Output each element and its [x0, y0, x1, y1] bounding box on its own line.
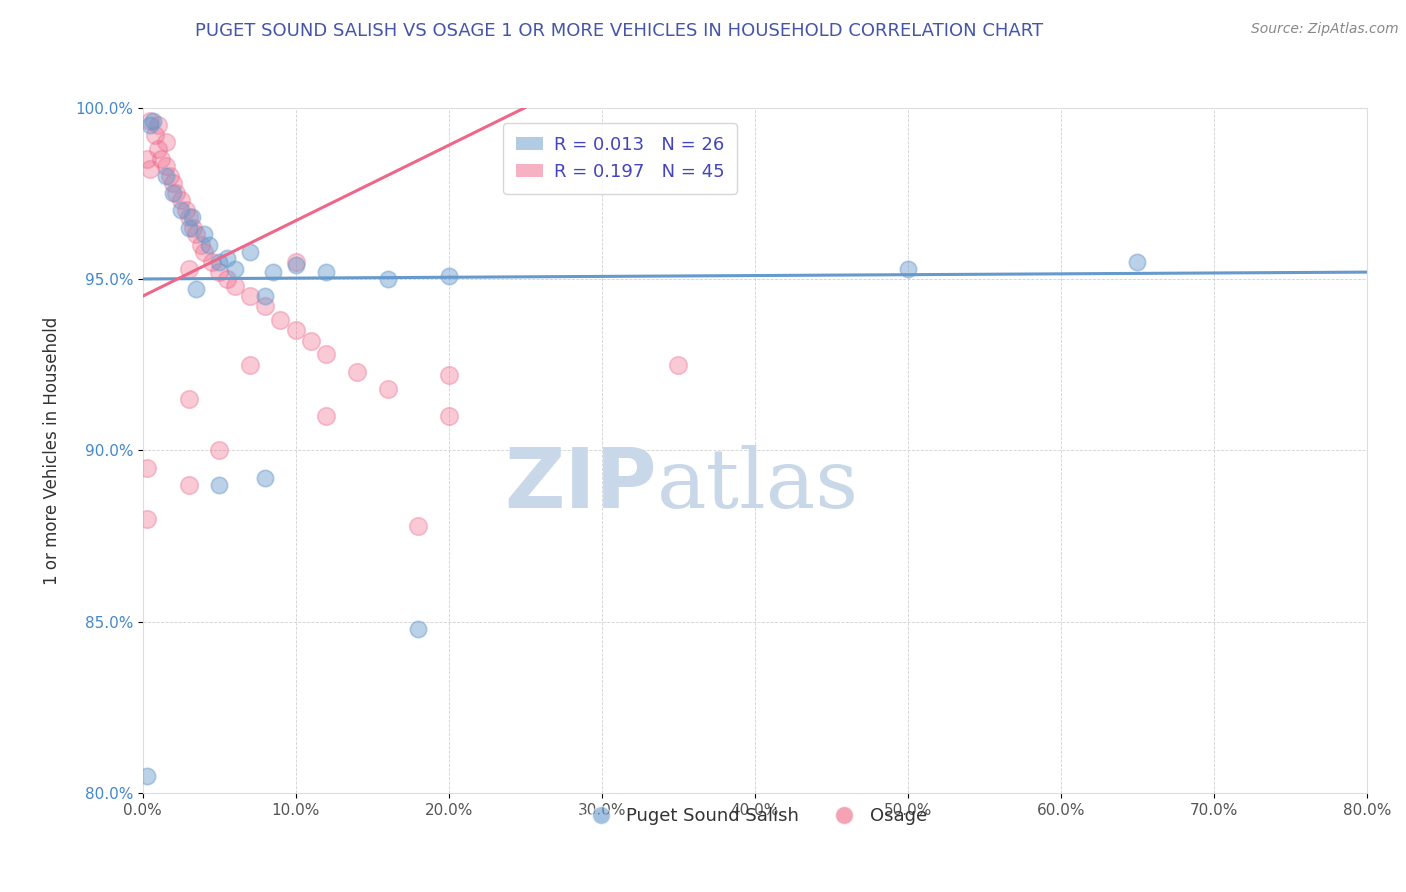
Point — [142, 114, 165, 128]
Point — [155, 159, 177, 173]
Point — [180, 211, 202, 225]
Point — [136, 512, 159, 526]
Point — [437, 368, 460, 382]
Point — [200, 255, 222, 269]
Text: PUGET SOUND SALISH VS OSAGE 1 OR MORE VEHICLES IN HOUSEHOLD CORRELATION CHART: PUGET SOUND SALISH VS OSAGE 1 OR MORE VE… — [194, 22, 1043, 40]
Point — [406, 622, 429, 636]
Point — [155, 169, 177, 183]
Point — [177, 261, 200, 276]
Point — [208, 443, 231, 458]
Point — [150, 152, 173, 166]
Point — [146, 142, 169, 156]
Point — [146, 118, 169, 132]
Point — [174, 203, 197, 218]
Point — [136, 460, 159, 475]
Point — [224, 278, 246, 293]
Point — [165, 186, 187, 201]
Point — [136, 152, 159, 166]
Point — [299, 334, 322, 348]
Point — [346, 365, 368, 379]
Point — [136, 769, 159, 783]
Point — [177, 477, 200, 491]
Point — [155, 135, 177, 149]
Point — [269, 313, 291, 327]
Point — [190, 237, 212, 252]
Point — [262, 265, 284, 279]
Point — [215, 272, 238, 286]
Point — [162, 186, 184, 201]
Point — [437, 268, 460, 283]
Point — [666, 358, 689, 372]
Point — [377, 272, 399, 286]
Point — [254, 471, 277, 485]
Point — [143, 128, 166, 142]
Point — [197, 237, 219, 252]
Point — [1126, 255, 1149, 269]
Point — [170, 193, 193, 207]
Point — [186, 227, 208, 242]
Text: ZIP: ZIP — [505, 444, 657, 525]
Point — [224, 261, 246, 276]
Point — [239, 358, 262, 372]
Point — [406, 519, 429, 533]
Point — [239, 244, 262, 259]
Point — [208, 265, 231, 279]
Point — [162, 176, 184, 190]
Point — [170, 203, 193, 218]
Point — [193, 227, 215, 242]
Point — [254, 289, 277, 303]
Point — [193, 244, 215, 259]
Point — [181, 220, 204, 235]
Point — [208, 477, 231, 491]
Point — [254, 300, 277, 314]
Text: Source: ZipAtlas.com: Source: ZipAtlas.com — [1251, 22, 1399, 37]
Point — [208, 255, 231, 269]
Point — [139, 114, 162, 128]
Point — [284, 323, 307, 337]
Point — [284, 258, 307, 272]
Point — [284, 255, 307, 269]
Point — [377, 382, 399, 396]
Point — [159, 169, 181, 183]
Y-axis label: 1 or more Vehicles in Household: 1 or more Vehicles in Household — [44, 317, 60, 584]
Point — [215, 252, 238, 266]
Point — [315, 265, 337, 279]
Point — [177, 220, 200, 235]
Point — [186, 282, 208, 296]
Point — [239, 289, 262, 303]
Point — [177, 211, 200, 225]
Point — [897, 261, 920, 276]
Point — [177, 392, 200, 406]
Point — [315, 347, 337, 361]
Point — [315, 409, 337, 424]
Point — [139, 118, 162, 132]
Point — [139, 162, 162, 177]
Legend: Puget Sound Salish, Osage: Puget Sound Salish, Osage — [575, 800, 934, 832]
Point — [437, 409, 460, 424]
Text: atlas: atlas — [657, 445, 859, 524]
